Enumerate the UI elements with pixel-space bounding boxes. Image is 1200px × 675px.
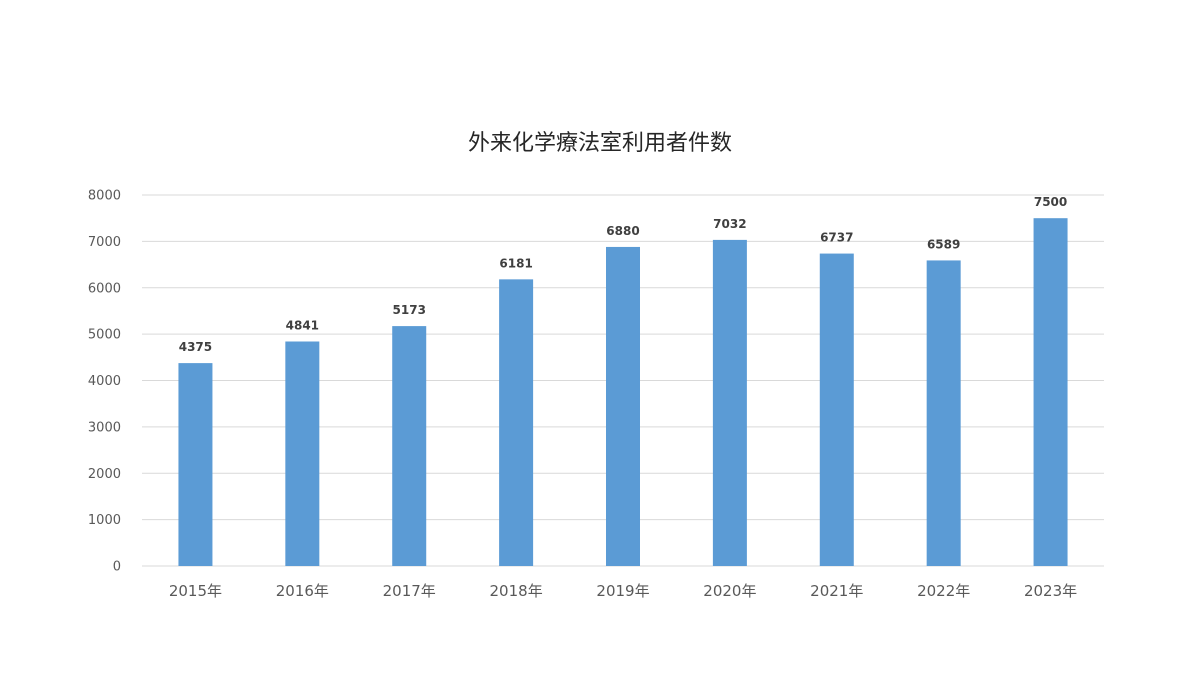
bar	[606, 246, 640, 566]
chart-title: 外来化学療法室利用者件数	[468, 131, 732, 156]
data-label: 4841	[286, 318, 319, 332]
bar	[712, 239, 747, 567]
bar	[178, 363, 213, 566]
bar	[1033, 218, 1068, 566]
y-tick-label: 8000	[88, 189, 121, 204]
x-tick-label: 2023年	[1024, 582, 1077, 600]
data-label: 6880	[606, 224, 639, 238]
data-labels: 4375 4841 5173 6181 6880 7032 6737 6589 7500	[179, 195, 1068, 354]
data-label: 6589	[927, 237, 960, 251]
x-tick-label: 2015年	[169, 582, 222, 600]
data-label: 6181	[499, 256, 532, 270]
x-tick-label: 2016年	[276, 582, 329, 600]
bar	[499, 279, 534, 566]
y-tick-label: 0	[113, 560, 121, 575]
x-tick-label: 2017年	[383, 582, 436, 600]
y-tick-label: 2000	[88, 467, 121, 482]
x-axis-tick-labels: 2015年 2016年 2017年 2018年 2019年 2020年 2021年 2022年…	[169, 582, 1077, 600]
data-label: 7032	[713, 217, 746, 231]
bars	[178, 218, 1068, 567]
bar	[285, 341, 320, 566]
data-label: 4375	[179, 340, 212, 354]
x-tick-label: 2021年	[810, 582, 863, 600]
y-tick-label: 3000	[88, 420, 121, 435]
x-tick-label: 2019年	[596, 582, 649, 600]
y-tick-label: 7000	[88, 235, 121, 250]
bar	[926, 260, 961, 566]
y-tick-label: 6000	[88, 281, 121, 296]
data-label: 5173	[393, 303, 426, 317]
x-tick-label: 2022年	[917, 582, 970, 600]
bar	[392, 326, 427, 566]
y-tick-label: 4000	[88, 374, 121, 389]
x-tick-label: 2018年	[490, 582, 543, 600]
x-tick-label: 2020年	[703, 582, 756, 600]
data-label: 6737	[820, 231, 853, 245]
bar	[819, 253, 854, 566]
y-tick-label: 5000	[88, 328, 121, 343]
y-axis-tick-labels: 0 1000 2000 3000 4000 5000 6000 7000 8000	[88, 189, 121, 575]
data-label: 7500	[1034, 195, 1067, 209]
y-tick-label: 1000	[88, 513, 121, 528]
